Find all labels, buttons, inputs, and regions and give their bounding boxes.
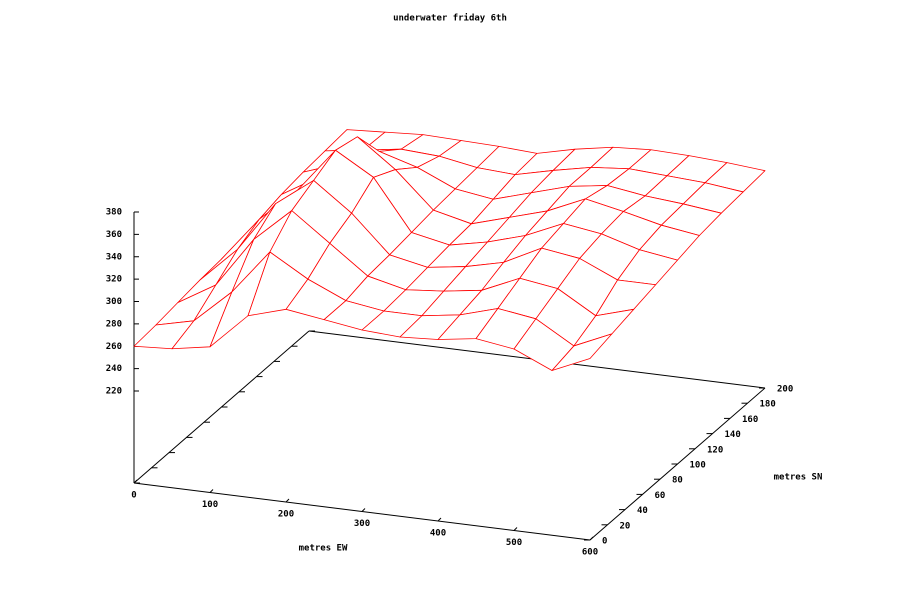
x-tick-label: 600	[582, 548, 598, 558]
x-tick-label: 300	[354, 519, 370, 529]
x-tick-label: 500	[506, 538, 522, 548]
y-tick-label: 180	[760, 400, 776, 410]
z-tick-label: 280	[106, 319, 122, 329]
x-tick	[361, 508, 366, 512]
y-tick-label: 20	[620, 521, 631, 531]
z-tick-label: 320	[106, 275, 122, 285]
y-axis-label: metres SN	[774, 473, 823, 483]
z-tick-label: 340	[106, 252, 122, 262]
x-tick-label: 0	[131, 491, 136, 501]
z-tick-label: 300	[106, 297, 122, 307]
chart-title: underwater friday 6th	[393, 13, 507, 24]
z-tick-label: 380	[106, 208, 122, 218]
z-tick-label: 220	[106, 387, 122, 397]
y-tick-label: 80	[672, 476, 683, 486]
x-tick	[589, 536, 594, 541]
x-tick-label: 400	[430, 529, 446, 539]
y-tick-label: 100	[690, 461, 706, 471]
x-tick	[285, 498, 290, 503]
z-tick-label: 360	[106, 230, 122, 240]
z-tick-label: 260	[106, 342, 122, 352]
surface-cell	[551, 333, 613, 371]
y-tick-label: 200	[777, 385, 793, 395]
y-tick-label: 160	[742, 415, 758, 425]
x-tick	[437, 517, 442, 522]
y-tick-label: 120	[707, 445, 723, 455]
x-tick-label: 100	[202, 500, 218, 510]
y-tick-label: 60	[655, 491, 666, 501]
y-tick-label: 0	[602, 537, 607, 547]
y-tick-label: 140	[725, 430, 741, 440]
x-tick	[513, 527, 518, 531]
z-tick-label: 240	[106, 364, 122, 374]
x-tick-label: 200	[278, 510, 294, 520]
y-tick-label: 40	[637, 506, 648, 516]
x-axis-label: metres EW	[299, 544, 348, 554]
x-tick	[209, 489, 214, 493]
